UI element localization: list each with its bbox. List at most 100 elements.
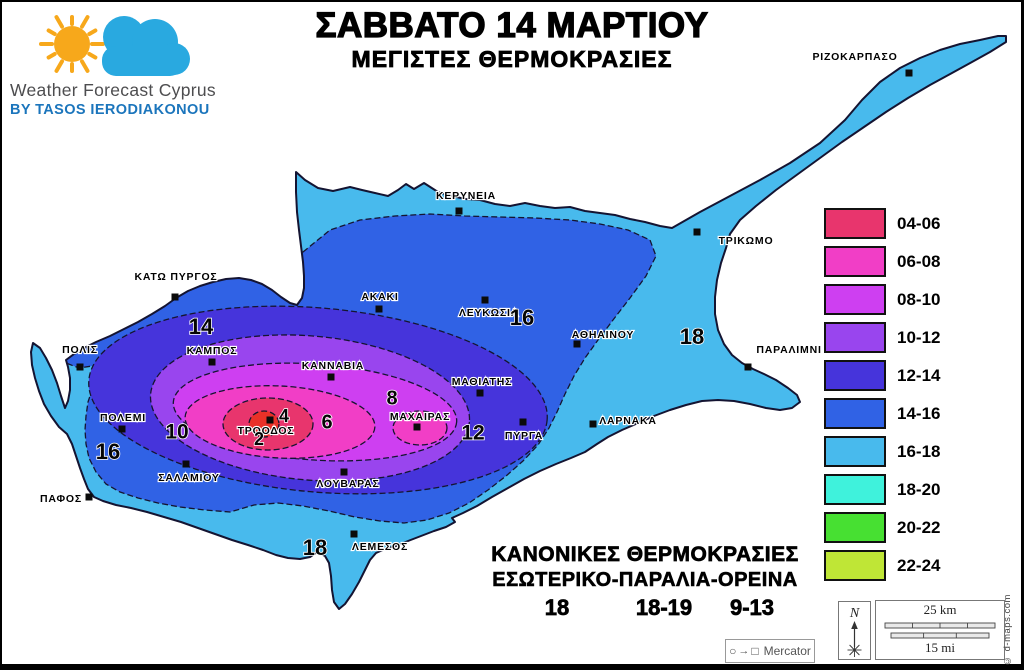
logo-title: Weather Forecast Cyprus [10, 80, 216, 100]
town-label: ΠΟΛΕΜΙ [100, 412, 146, 424]
town-marker [413, 423, 421, 431]
sun-rays-icon [39, 15, 105, 73]
town-label: ΠΑΦΟΣ [40, 493, 82, 505]
town-label: ΚΑΜΠΟΣ [187, 345, 238, 357]
legend-range-label: 12-14 [897, 365, 941, 385]
town-marker [327, 373, 335, 381]
legend-row: 12-14 [824, 360, 940, 391]
cloud-icon [102, 16, 190, 76]
town: ΛΕΥΚΩΣΙΑ [458, 296, 519, 320]
temperature-label: 2 [254, 429, 264, 449]
logo: Weather Forecast Cyprus BY TASOS IERODIA… [6, 4, 236, 126]
sun-icon [54, 26, 90, 62]
circle-icon: ○ [729, 644, 737, 658]
page-title: ΣΑΒΒΑΤΟ 14 ΜΑΡΤΙΟΥ [315, 5, 709, 45]
temperature-label: 16 [96, 439, 120, 464]
legend-swatch [824, 512, 886, 543]
town: ΠΟΛΕΜΙ [99, 411, 146, 433]
legend-row: 14-16 [824, 398, 940, 429]
legend-swatch [824, 436, 886, 467]
town: ΚΑΜΠΟΣ [186, 344, 238, 366]
town-label: ΤΡΙΚΩΜΟ [719, 235, 774, 247]
legend-range-label: 14-16 [897, 403, 941, 423]
legend-swatch [824, 550, 886, 581]
legend-swatch [824, 284, 886, 315]
town-marker [744, 363, 752, 371]
town: ΛΑΡΝΑΚΑ [589, 414, 657, 428]
town-label: ΠΟΛΙΣ [62, 344, 98, 356]
normals-value: 9-13 [729, 595, 775, 621]
temperature-label: 18 [303, 535, 327, 560]
north-label: N [849, 606, 860, 621]
town: ΜΑΘΙΑΤΗΣ [451, 375, 513, 397]
legend-swatch [824, 246, 886, 277]
town-label: ΚΑΝΝΑΒΙΑ [302, 360, 364, 372]
town-label: ΛΕΥΚΩΣΙΑ [459, 307, 519, 319]
compass-arrow-icon [847, 621, 862, 657]
scale-bars-icon [884, 622, 996, 639]
town: ΠΑΦΟΣ [39, 492, 93, 506]
town-marker [476, 389, 484, 397]
legend-row: 10-12 [824, 322, 940, 353]
town-label: ΚΑΤΩ ΠΥΡΓΟΣ [134, 271, 217, 283]
normals-value: 18-19 [635, 595, 693, 621]
town: ΠΟΛΙΣ [61, 343, 98, 371]
town-marker [375, 305, 383, 313]
town-marker [171, 293, 179, 301]
town: ΛΟΥΒΑΡΑΣ [315, 468, 380, 491]
legend-range-label: 10-12 [897, 327, 941, 347]
attribution: © d-maps.com [1002, 594, 1013, 666]
scale-mi-label: 15 mi [925, 640, 955, 655]
town: ΤΡΙΚΩΜΟ [693, 228, 774, 248]
town: ΤΡΟΟΔΟΣ [236, 416, 295, 438]
temperature-label: 12 [461, 422, 484, 445]
town-label: ΠΥΡΓΑ [505, 430, 543, 442]
legend-range-label: 22-24 [897, 555, 941, 575]
legend-swatch [824, 474, 886, 505]
projection-box: ○ → □ Mercator [725, 639, 815, 663]
legend-row: 18-20 [824, 474, 940, 505]
temperature-legend: 04-06 06-08 08-10 10-12 12-14 14-16 16-18 18-20… [824, 208, 940, 588]
town-label: ΛΟΥΒΑΡΑΣ [316, 478, 379, 490]
scale-bar-box: 25 km 15 mi [875, 600, 1005, 660]
town: ΚΕΡΥΝΕΙΑ [435, 189, 496, 215]
temperature-label: 18 [680, 324, 704, 349]
town-marker [573, 340, 581, 348]
legend-swatch [824, 398, 886, 429]
town-label: ΚΕΡΥΝΕΙΑ [436, 190, 496, 202]
town: ΑΚΑΚΙ [360, 290, 399, 313]
town-label: ΡΙΖΟΚΑΡΠΑΣΟ [812, 51, 897, 63]
temperature-label: 16 [510, 305, 534, 330]
projection-label: Mercator [763, 644, 811, 658]
temperature-label: 14 [189, 314, 214, 339]
town-marker [693, 228, 701, 236]
legend-range-label: 20-22 [897, 517, 941, 537]
legend-range-label: 08-10 [897, 289, 941, 309]
square-icon: □ [751, 644, 759, 658]
town-marker [589, 420, 597, 428]
legend-row: 06-08 [824, 246, 940, 277]
legend-range-label: 16-18 [897, 441, 941, 461]
town: ΣΑΛΑΜΙΟΥ [157, 460, 220, 485]
temperature-label: 6 [321, 411, 332, 433]
town: ΠΥΡΓΑ [504, 418, 543, 443]
legend-row: 04-06 [824, 208, 940, 239]
town-label: ΑΚΑΚΙ [361, 291, 398, 303]
town-label: ΛΕΜΕΣΟΣ [352, 541, 408, 553]
town: ΜΑΧΑΙΡΑΣ [389, 410, 450, 431]
temperature-label: 4 [279, 406, 289, 426]
normals-subtitle: ΕΣΩΤΕΡΙΚΟ-ΠΑΡΑΛΙΑ-ΟΡΕΙΝΑ [492, 569, 798, 592]
normals-title: ΚΑΝΟΝΙΚΕΣ ΘΕΡΜΟΚΡΑΣΙΕΣ [491, 543, 799, 567]
town-marker [350, 530, 358, 538]
town-label: ΠΑΡΑΛΙΜΝΙ [756, 344, 821, 356]
town-label: ΑΘΗΑΙΝΟΥ [572, 329, 634, 341]
temperature-label: 10 [165, 421, 188, 444]
town: ΛΕΜΕΣΟΣ [350, 530, 408, 554]
legend-row: 20-22 [824, 512, 940, 543]
legend-row: 16-18 [824, 436, 940, 467]
legend-range-label: 06-08 [897, 251, 941, 271]
legend-row: 08-10 [824, 284, 940, 315]
town-marker [905, 69, 913, 77]
